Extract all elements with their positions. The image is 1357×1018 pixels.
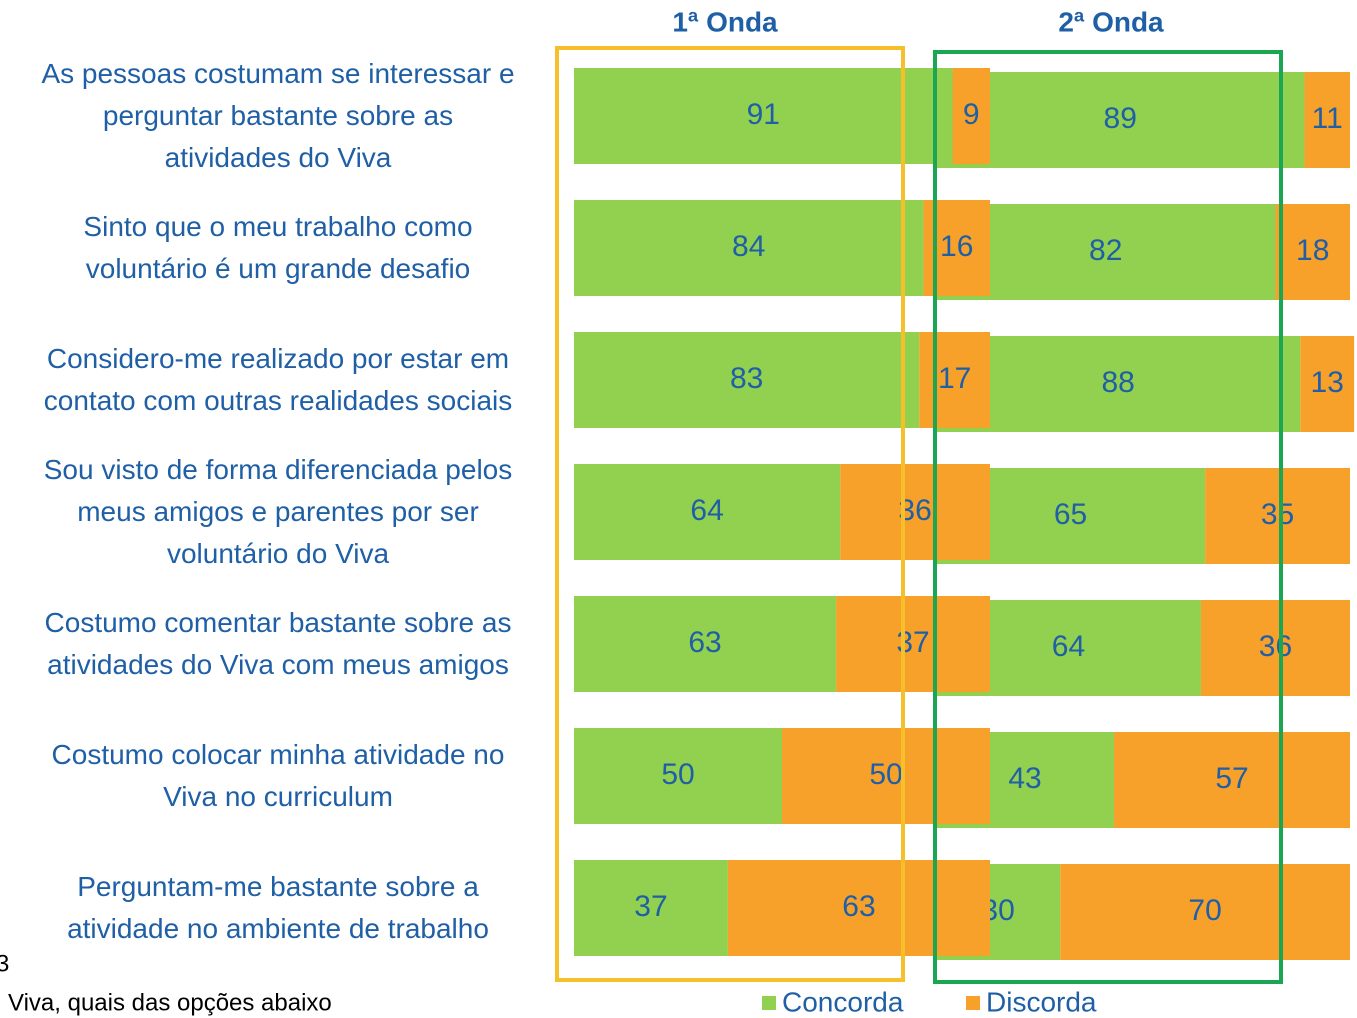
value-label: 57 xyxy=(1215,762,1248,795)
bar-segment xyxy=(782,728,990,824)
bar-segment xyxy=(1300,336,1355,432)
value-label: 65 xyxy=(1054,498,1087,531)
value-label: 36 xyxy=(1259,630,1292,663)
value-label: 17 xyxy=(938,362,971,395)
value-label: 16 xyxy=(940,230,973,263)
value-label: 63 xyxy=(688,626,721,659)
value-label: 84 xyxy=(732,230,765,263)
bar-segment xyxy=(840,464,990,560)
footnote: 3 xyxy=(0,950,9,977)
value-label: 63 xyxy=(842,890,875,923)
category-label: As pessoas costumam se interessar e perg… xyxy=(41,58,515,173)
bar-segment xyxy=(574,464,841,560)
bar-segment xyxy=(574,860,728,956)
value-label: 13 xyxy=(1311,366,1344,399)
value-label: 50 xyxy=(869,758,902,791)
bar-segment xyxy=(574,332,920,428)
category-label: Sou visto de forma diferenciada pelos me… xyxy=(43,454,513,569)
bar-segment xyxy=(574,728,782,824)
value-label: 37 xyxy=(634,890,667,923)
legend-label: Discorda xyxy=(986,986,1097,1017)
category-label: Perguntam-me bastante sobre a atividade … xyxy=(67,871,489,944)
bar-segment xyxy=(727,860,990,956)
category-label: Costumo comentar bastante sobre as ativi… xyxy=(44,607,512,680)
value-label: 91 xyxy=(747,98,780,131)
bar-segment xyxy=(936,336,1301,432)
value-label: 43 xyxy=(1008,762,1041,795)
legend-label: Concorda xyxy=(782,986,904,1017)
bar-segment xyxy=(952,68,990,164)
panel-frame xyxy=(933,50,1283,984)
bar-segment xyxy=(574,596,837,692)
bar-segment xyxy=(1275,204,1350,300)
bar-segment xyxy=(1304,72,1350,168)
bar-segment xyxy=(1060,864,1350,960)
panel-title: 1ª Onda xyxy=(672,6,778,37)
bar-segment xyxy=(574,200,924,296)
bar-segment xyxy=(936,72,1305,168)
bar-segment xyxy=(936,204,1276,300)
value-label: 83 xyxy=(730,362,763,395)
value-label: 64 xyxy=(690,494,723,527)
bar-segment xyxy=(919,332,990,428)
value-label: 82 xyxy=(1089,234,1122,267)
bar-segment xyxy=(1114,732,1350,828)
panel-title: 2ª Onda xyxy=(1058,6,1164,37)
value-label: 35 xyxy=(1261,498,1294,531)
category-label: Costumo colocar minha atividade no Viva … xyxy=(51,739,505,812)
value-label: 11 xyxy=(1312,102,1343,135)
value-label: 50 xyxy=(661,758,694,791)
panel-frame xyxy=(555,46,905,982)
category-label: Sinto que o meu trabalho como voluntário… xyxy=(83,211,473,284)
bar-segment xyxy=(1205,468,1350,564)
value-label: 18 xyxy=(1296,234,1329,267)
footnote: Viva, quais das opções abaixo xyxy=(8,989,332,1016)
value-label: 70 xyxy=(1188,894,1221,927)
bar-segment xyxy=(836,596,990,692)
value-label: 88 xyxy=(1101,366,1134,399)
value-label: 9 xyxy=(963,98,980,131)
legend-swatch xyxy=(762,996,776,1010)
bar-segment xyxy=(1200,600,1350,696)
value-label: 64 xyxy=(1052,630,1085,663)
bar-segment xyxy=(574,68,953,164)
value-label: 89 xyxy=(1104,102,1137,135)
legend-swatch xyxy=(966,996,980,1010)
category-label: Considero-me realizado por estar em cont… xyxy=(43,343,513,416)
